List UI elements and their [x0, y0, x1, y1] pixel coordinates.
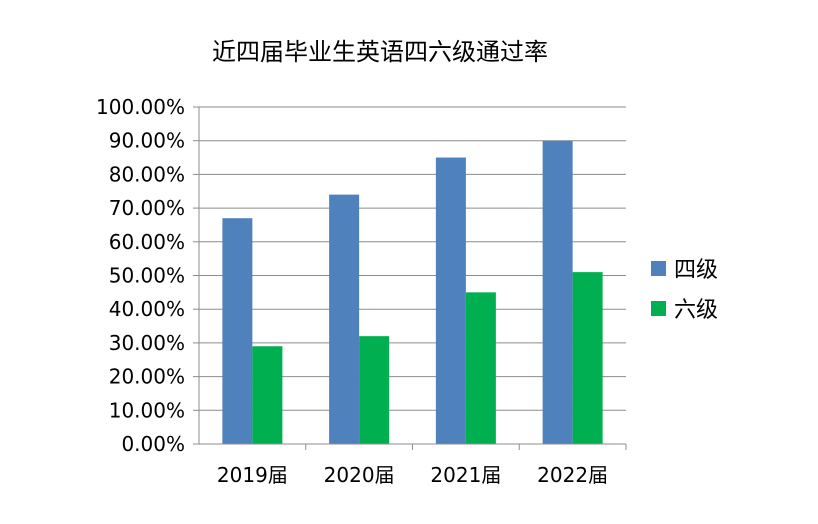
y-tick-label: 100.00%: [96, 95, 185, 119]
y-axis-tick-labels: 0.00% 10.00% 20.00% 30.00% 40.00% 50.00% 60.00…: [96, 95, 199, 456]
y-tick-label: 70.00%: [109, 196, 185, 220]
bar-六级-2020届: [359, 336, 390, 444]
bars: [222, 140, 603, 445]
legend-swatch: [651, 301, 666, 316]
y-tick-label: 80.00%: [109, 162, 185, 186]
bar-六级-2021届: [465, 292, 496, 444]
y-tick-label: 30.00%: [109, 331, 185, 355]
bar-四级-2022届: [542, 140, 573, 444]
y-tick-label: 20.00%: [109, 365, 185, 389]
x-axis-tick-labels: 2019届 2020届 2021届 2022届: [217, 444, 608, 487]
y-tick-label: 40.00%: [109, 297, 185, 321]
y-tick-label: 10.00%: [109, 398, 185, 422]
bar-四级-2019届: [222, 218, 253, 444]
y-tick-label: 0.00%: [121, 432, 185, 456]
x-tick-label: 2021届: [430, 463, 501, 487]
bar-六级-2022届: [572, 272, 603, 444]
chart-title: 近四届毕业生英语四六级通过率: [212, 38, 548, 66]
legend-label: 四级: [674, 258, 718, 283]
bar-四级-2021届: [435, 157, 466, 445]
x-tick-label: 2022届: [537, 463, 608, 487]
y-tick-label: 50.00%: [109, 264, 185, 288]
legend-swatch: [651, 261, 666, 276]
legend-label: 六级: [674, 298, 718, 323]
bar-四级-2020届: [329, 194, 360, 444]
y-tick-label: 60.00%: [109, 230, 185, 254]
x-tick-label: 2020届: [324, 463, 395, 487]
y-tick-label: 90.00%: [109, 129, 185, 153]
x-tick-label: 2019届: [217, 463, 288, 487]
bar-六级-2019届: [252, 346, 283, 444]
